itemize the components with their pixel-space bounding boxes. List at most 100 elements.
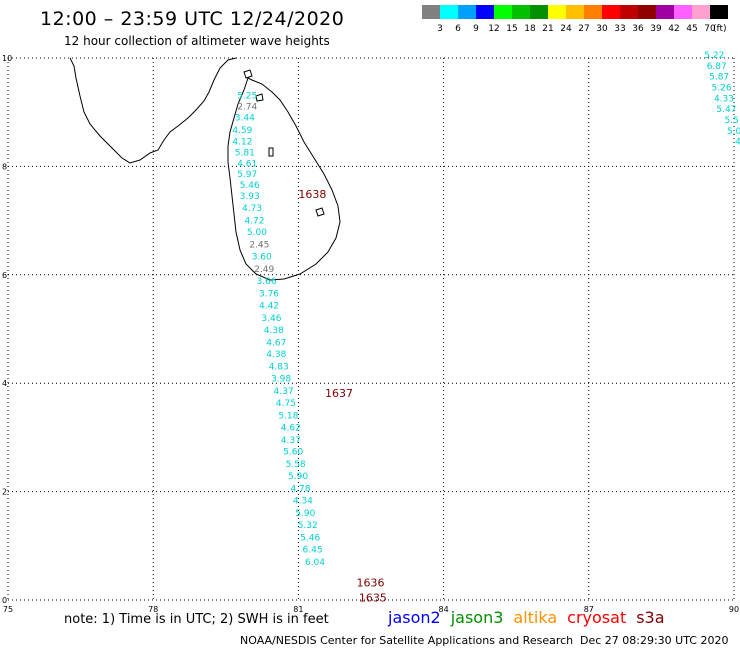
page-subtitle: 12 hour collection of altimeter wave hei… <box>64 34 330 48</box>
y-tick-label: 4 <box>2 379 7 388</box>
pass-time-label: 1635 <box>359 592 387 605</box>
legend-label: 12 <box>488 24 499 34</box>
pass-time-label: 1636 <box>356 576 384 589</box>
swh-label: 5.5 <box>725 116 739 126</box>
footnote: note: 1) Time is in UTC; 2) SWH is in fe… <box>64 612 329 627</box>
swh-label: 2.49 <box>254 265 274 275</box>
pass-time-labels: 1638 1637 1636 1635 <box>298 188 387 605</box>
swh-label: 4.37 <box>274 387 294 397</box>
legend-swatch <box>530 5 548 19</box>
y-tick-label: 6 <box>2 271 7 280</box>
swh-label: 5.26 <box>712 84 732 94</box>
legend-label: 45 <box>686 24 697 34</box>
legend-label: 33 <box>614 24 625 34</box>
legend-unit: (ft) <box>713 24 727 34</box>
satellite-name: jason2 <box>388 608 441 627</box>
swh-label: 3.46 <box>261 314 281 324</box>
y-tick-label: 8 <box>2 162 7 171</box>
wave-height-tracks: 5.252.743.444.594.125.814.615.975.463.93… <box>232 51 740 568</box>
x-tick-label: 75 <box>3 605 13 614</box>
swh-label: 4.42 <box>259 301 279 311</box>
swh-label: 5.90 <box>295 509 315 519</box>
legend-swatch <box>440 5 458 19</box>
swh-label: 4.61 <box>237 159 257 169</box>
legend-labels: 3 6 9 12 15 18 21 24 27 30 33 36 39 42 45 70 <box>437 24 716 34</box>
swh-label: 3.66 <box>257 277 277 287</box>
satellite-name: altika <box>513 608 558 627</box>
swh-label: 5.60 <box>283 448 303 458</box>
axis-tick-labels: 75 78 81 84 87 90 0 2 4 6 8 10 <box>2 54 739 614</box>
y-tick-label: 2 <box>2 488 7 497</box>
swh-label: 6.45 <box>303 545 323 555</box>
y-tick-label: 10 <box>2 54 12 63</box>
legend-swatch <box>476 5 494 19</box>
legend-label: 6 <box>455 24 461 34</box>
legend-swatch <box>494 5 512 19</box>
swh-label: 4.72 <box>244 216 264 226</box>
swh-label: 5.18 <box>278 411 298 421</box>
legend-label: 9 <box>473 24 479 34</box>
legend-swatch <box>422 5 440 19</box>
swh-label: 5.22 <box>704 51 724 61</box>
legend-swatch <box>620 5 638 19</box>
legend-label: 15 <box>506 24 517 34</box>
legend-label: 24 <box>560 24 572 34</box>
legend-label: 21 <box>542 24 553 34</box>
swh-label: 4.38 <box>264 326 284 336</box>
swh-label: 4.34 <box>293 497 313 507</box>
y-tick-label: 0 <box>2 596 7 605</box>
grid-lines <box>7 57 735 601</box>
x-tick-label: 78 <box>148 605 158 614</box>
swh-label: 4.83 <box>269 363 289 373</box>
swh-label: 3.60 <box>252 253 272 263</box>
legend-swatch <box>602 5 620 19</box>
credit-line: NOAA/NESDIS Center for Satellite Applica… <box>240 634 574 647</box>
satellite-name: cryosat <box>567 608 627 627</box>
swh-label: 6.04 <box>305 558 325 568</box>
swh-label: 4.37 <box>281 436 301 446</box>
swh-label: 3.98 <box>271 375 291 385</box>
legend-label: 42 <box>668 24 679 34</box>
page-title: 12:00 – 23:59 UTC 12/24/2020 <box>40 8 345 30</box>
legend-swatch <box>566 5 584 19</box>
swh-label: 5.90 <box>288 472 308 482</box>
swh-label: 3.93 <box>240 192 260 202</box>
color-legend: 3 6 9 12 15 18 21 24 27 30 33 36 39 42 45 70 (ft) <box>422 5 728 34</box>
swh-label: 5.87 <box>709 73 729 83</box>
india-coastline <box>69 57 237 164</box>
x-tick-label: 81 <box>293 605 303 614</box>
swh-label: 6.87 <box>707 62 727 72</box>
legend-label: 3 <box>437 24 443 34</box>
legend-swatch <box>458 5 476 19</box>
coastline <box>69 57 341 281</box>
swh-label: 4.59 <box>232 126 252 136</box>
legend-label: 30 <box>596 24 608 34</box>
legend-swatches <box>422 5 728 19</box>
swh-label: 4.67 <box>266 338 286 348</box>
x-tick-label: 87 <box>584 605 594 614</box>
legend-swatch <box>548 5 566 19</box>
swh-label: 5.46 <box>300 533 320 543</box>
satellite-name: s3a <box>636 608 665 627</box>
swh-label: 3.76 <box>259 289 279 299</box>
swh-label: 5.32 <box>298 521 318 531</box>
island-shape <box>243 69 253 79</box>
swh-label: 4.75 <box>276 399 296 409</box>
swh-label: 5.81 <box>235 149 255 159</box>
swh-label: 5.97 <box>237 170 257 180</box>
swh-label: 5.0 <box>727 127 740 137</box>
swh-label: 4.12 <box>232 138 252 148</box>
legend-label: 18 <box>524 24 536 34</box>
swh-label: 4.38 <box>266 350 286 360</box>
pass-time-label: 1637 <box>325 387 353 400</box>
sri-lanka-coastline <box>227 77 341 281</box>
legend-label: 70 <box>704 24 716 34</box>
legend-swatch <box>692 5 710 19</box>
pass-time-label: 1638 <box>298 188 326 201</box>
swh-label: 4.78 <box>290 485 310 495</box>
legend-label: 27 <box>578 24 589 34</box>
legend-swatch <box>656 5 674 19</box>
legend-swatch <box>674 5 692 19</box>
swh-label: 5.00 <box>247 228 267 238</box>
island-shape <box>268 147 274 157</box>
